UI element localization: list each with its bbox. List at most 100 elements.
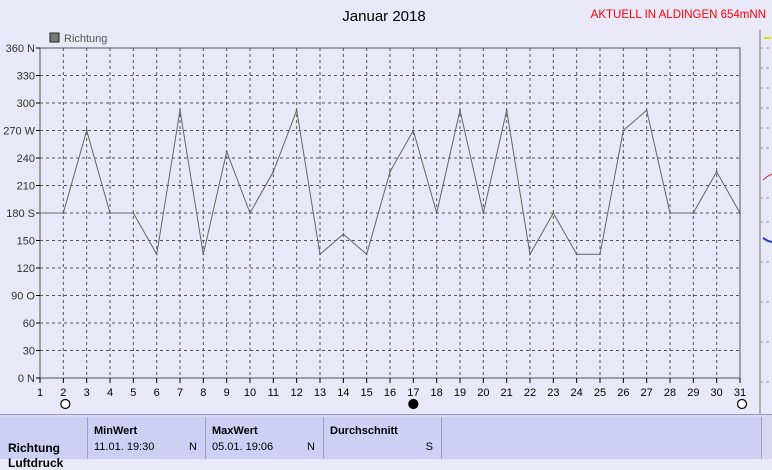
x-tick-label: 8 (200, 387, 206, 399)
data-point (575, 253, 578, 256)
x-tick-label: 22 (524, 387, 536, 399)
y-tick-label: 60 (23, 318, 35, 330)
data-point (645, 109, 648, 112)
y-tick-label: 360 N (6, 43, 35, 55)
series-points (39, 109, 741, 256)
row-label: Richtung (8, 441, 60, 455)
x-tick-label: 9 (224, 387, 230, 399)
full-moon-icon (60, 398, 71, 410)
x-tick-label: 21 (501, 387, 513, 399)
data-point (342, 233, 345, 236)
new-moon-icon (408, 398, 419, 410)
x-tick-label: 11 (268, 387, 279, 399)
x-tick-label: 3 (84, 387, 90, 399)
x-axis: 1 2 3 4 5 6 7 8 9 10 11 12 13 14 15 16 17 18 19 20 21 22 23 24 2… (37, 378, 746, 399)
avg-header: Durchschnitt (330, 425, 398, 437)
y-tick-label: 150 (17, 236, 35, 248)
min-cell: MinWert 11.01. 19:30 N (88, 417, 206, 459)
x-tick-label: 27 (641, 387, 653, 399)
max-cell: MaxWert 05.01. 19:06 N (206, 417, 324, 459)
data-point (39, 212, 41, 214)
full-moon-icon (736, 398, 748, 410)
x-tick-label: 1 (37, 387, 43, 399)
min-time: 11.01. 19:30 (94, 441, 155, 453)
chart: Januar 2018 AKTUELL IN ALDINGEN 654mNN 3… (3, 8, 772, 414)
x-tick-label: 24 (571, 387, 583, 399)
x-tick-label: 10 (244, 387, 256, 399)
data-point (155, 253, 158, 256)
x-tick-label: 30 (711, 387, 723, 399)
avg-cell: Durchschnitt S (324, 417, 442, 459)
data-point (482, 212, 485, 214)
data-point (669, 212, 671, 214)
row-label-2: Luftdruck (8, 456, 64, 470)
adjacent-chart-edge (759, 30, 772, 414)
data-point (389, 170, 391, 173)
x-tick-label: 31 (734, 387, 746, 399)
x-tick-label: 25 (594, 387, 606, 399)
x-tick-label: 14 (337, 387, 349, 399)
data-point (109, 212, 111, 214)
data-point (739, 212, 741, 214)
min-header: MinWert (94, 425, 138, 437)
x-tick-label: 19 (454, 387, 466, 399)
y-tick-label: 0 N (18, 373, 35, 385)
y-axis: 360 N 330 300 270 W 240 210 180 S 150 120 90 O 60 3… (3, 43, 40, 385)
x-tick-label: 29 (687, 387, 699, 399)
data-point (599, 253, 601, 256)
x-tick-label: 18 (431, 387, 443, 399)
y-tick-label: 120 (17, 263, 35, 275)
x-tick-label: 26 (617, 387, 629, 399)
y-tick-label: 300 (17, 98, 35, 110)
stats-panel: Richtung Luftdruck MinWert 11.01. 19:30 … (0, 414, 772, 470)
row-label-cell: Richtung Luftdruck (0, 417, 88, 470)
data-point (132, 212, 135, 214)
y-tick-label: 30 (23, 346, 35, 358)
x-tick-label: 2 (60, 387, 66, 399)
x-tick-label: 6 (154, 387, 160, 399)
legend: Richtung (49, 32, 107, 45)
legend-label: Richtung (64, 33, 107, 45)
data-point (272, 170, 275, 173)
y-tick-label: 330 (17, 71, 35, 83)
data-point (622, 129, 625, 132)
data-point (179, 109, 181, 112)
data-point (692, 212, 695, 214)
y-tick-label: 180 S (6, 208, 35, 220)
y-tick-label: 90 O (11, 291, 35, 303)
data-point (202, 253, 205, 256)
x-tick-label: 16 (384, 387, 396, 399)
data-point (529, 253, 531, 256)
x-tick-label: 17 (407, 387, 419, 399)
data-point (295, 109, 298, 112)
max-time: 05.01. 19:06 (212, 441, 274, 453)
grid (39, 47, 741, 379)
data-point (85, 129, 88, 132)
x-tick-label: 13 (314, 387, 326, 399)
x-tick-label: 15 (361, 387, 373, 399)
min-direction: N (189, 441, 197, 453)
x-tick-label: 23 (547, 387, 559, 399)
y-tick-label: 270 W (3, 126, 35, 138)
data-point (365, 253, 368, 256)
data-point (715, 170, 718, 173)
legend-swatch (49, 32, 60, 43)
data-point (435, 212, 438, 214)
data-point (459, 109, 461, 112)
station-label: AKTUELL IN ALDINGEN 654mNN (591, 9, 766, 21)
moon-phases (60, 398, 748, 410)
data-point (225, 150, 228, 153)
data-point (319, 253, 321, 256)
chart-title: Januar 2018 (342, 8, 425, 25)
max-header: MaxWert (212, 425, 258, 437)
x-tick-label: 7 (177, 387, 183, 399)
data-point (505, 109, 508, 112)
data-point (62, 212, 65, 214)
x-tick-label: 20 (477, 387, 489, 399)
data-point (412, 129, 415, 132)
x-tick-label: 28 (664, 387, 676, 399)
x-tick-label: 5 (130, 387, 136, 399)
max-direction: N (307, 441, 315, 453)
x-tick-label: 4 (107, 387, 113, 399)
y-tick-label: 240 (17, 153, 35, 165)
